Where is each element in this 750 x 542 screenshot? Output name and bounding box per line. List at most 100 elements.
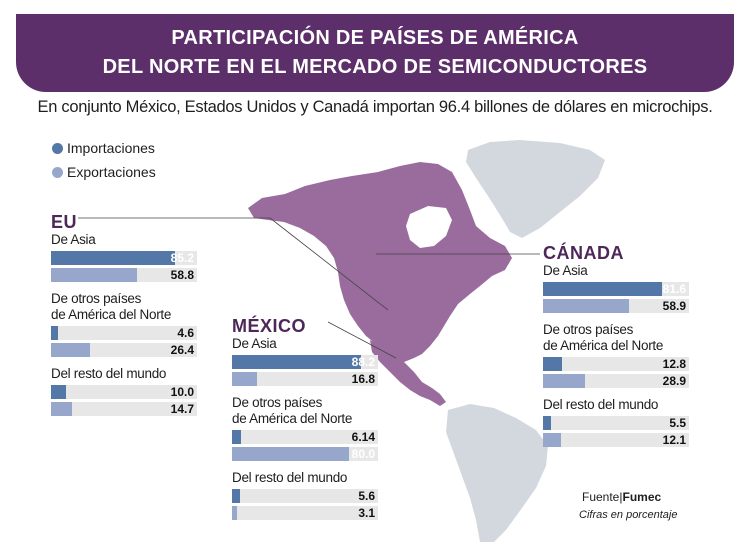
bar-fill-export <box>232 506 237 520</box>
bar-export: 14.7 <box>51 402 197 416</box>
bar-fill-import <box>543 416 552 430</box>
bar-fill-export <box>543 433 561 447</box>
bar-fill-export <box>51 402 73 416</box>
bar-import: 85.2 <box>51 251 197 265</box>
bar-fill-export <box>51 343 90 357</box>
bar-value: 12.1 <box>662 433 686 447</box>
source-name: Fumec <box>622 490 662 504</box>
category-label: De otros países <box>543 322 634 337</box>
bar-value: 10.0 <box>170 385 194 399</box>
bar-import: 5.6 <box>232 489 378 503</box>
units-note: Cifras en porcentaje <box>579 509 678 521</box>
panel-eu: EU De Asia 85.2 58.8 De otros países de … <box>51 212 197 419</box>
bar-fill-import <box>51 251 176 265</box>
source-prefix: Fuente <box>582 490 620 504</box>
legend: Importaciones Exportaciones <box>52 136 156 184</box>
bar-fill-import <box>232 430 241 444</box>
group-asia: De Asia 81.6 58.9 <box>543 263 689 313</box>
bar-export: 28.9 <box>543 374 689 388</box>
legend-item-exportaciones: Exportaciones <box>52 160 156 184</box>
bar-fill-export <box>232 447 349 461</box>
category-label: De otros países <box>232 395 323 410</box>
legend-label-exportaciones: Exportaciones <box>67 164 156 180</box>
category-label: De Asia <box>232 336 277 351</box>
group-rest-of-world: Del resto del mundo 5.5 12.1 <box>543 397 689 447</box>
mexico-shape <box>370 340 446 406</box>
bar-value: 28.9 <box>662 374 686 388</box>
group-asia: De Asia 85.2 58.8 <box>51 232 197 282</box>
category-label: de América del Norte <box>543 338 664 353</box>
bar-import: 10.0 <box>51 385 197 399</box>
group-asia: De Asia 88.2 16.8 <box>232 336 378 386</box>
bar-value: 12.8 <box>662 357 686 371</box>
south-america-shape <box>446 404 548 542</box>
subtitle: En conjunto México, Estados Unidos y Can… <box>37 98 713 116</box>
bar-fill-export <box>543 374 586 388</box>
category-label: De Asia <box>51 232 96 247</box>
bar-fill-import <box>543 357 562 371</box>
bar-value: 3.1 <box>358 506 375 520</box>
category-label: Del resto del mundo <box>543 397 659 412</box>
group-north-america: De otros países de América del Norte 12.… <box>543 322 689 388</box>
panel-mexico: MÉXICO De Asia 88.2 16.8 De otros países… <box>232 316 378 523</box>
group-rest-of-world: Del resto del mundo 5.6 3.1 <box>232 470 378 520</box>
bar-import: 88.2 <box>232 355 378 369</box>
bar-value: 58.8 <box>170 268 194 282</box>
country-name: EU <box>51 212 78 232</box>
legend-dot-importaciones <box>52 142 63 154</box>
country-name: MÉXICO <box>232 316 307 336</box>
bar-value: 4.6 <box>177 326 194 340</box>
bar-export: 58.9 <box>543 299 689 313</box>
category-label: de América del Norte <box>51 307 172 322</box>
bar-value: 88.2 <box>351 355 375 369</box>
bar-import: 12.8 <box>543 357 689 371</box>
bar-export: 3.1 <box>232 506 378 520</box>
bar-import: 4.6 <box>51 326 197 340</box>
bar-import: 81.6 <box>543 282 689 296</box>
title-line-2: DEL NORTE EN EL MERCADO DE SEMICONDUCTOR… <box>102 56 648 78</box>
bar-value: 85.2 <box>170 251 194 265</box>
panel-canada: CÁNADA De Asia 81.6 58.9 De otros países… <box>543 243 689 450</box>
category-label: Del resto del mundo <box>232 470 348 485</box>
bar-import: 5.5 <box>543 416 689 430</box>
bar-fill-import <box>51 385 66 399</box>
bar-fill-import <box>232 489 241 503</box>
source-credit: Fuente|Fumec <box>582 490 662 504</box>
hudson-bay-shape <box>406 206 452 248</box>
bar-value: 5.5 <box>669 416 686 430</box>
group-north-america: De otros países de América del Norte 4.6… <box>51 291 197 357</box>
bar-export: 58.8 <box>51 268 197 282</box>
bar-fill-import <box>232 355 361 369</box>
mexico-pointer-line <box>327 321 397 359</box>
category-label: De otros países <box>51 291 142 306</box>
greenland-shape <box>466 140 605 238</box>
bar-value: 58.9 <box>662 299 686 313</box>
legend-dot-exportaciones <box>52 166 63 178</box>
legend-item-importaciones: Importaciones <box>52 136 156 160</box>
bar-fill-export <box>51 268 137 282</box>
bar-value: 16.8 <box>351 372 375 386</box>
bar-fill-import <box>51 326 58 340</box>
bar-fill-export <box>543 299 629 313</box>
group-rest-of-world: Del resto del mundo 10.0 14.7 <box>51 366 197 416</box>
bar-fill-export <box>232 372 257 386</box>
bar-value: 80.0 <box>351 447 375 461</box>
bar-value: 26.4 <box>170 343 194 357</box>
group-north-america: De otros países de América del Norte 6.1… <box>232 395 378 461</box>
legend-label-importaciones: Importaciones <box>67 140 155 156</box>
bar-export: 80.0 <box>232 447 378 461</box>
country-name: CÁNADA <box>543 243 624 263</box>
category-label: de América del Norte <box>232 411 353 426</box>
bar-value: 14.7 <box>170 402 194 416</box>
bar-import: 6.14 <box>232 430 378 444</box>
category-label: Del resto del mundo <box>51 366 167 381</box>
eu-pointer-line-diagonal <box>269 217 389 311</box>
bar-fill-import <box>543 282 663 296</box>
bar-value: 6.14 <box>351 430 375 444</box>
title-line-1: PARTICIPACIÓN DE PAÍSES DE AMÉRICA <box>171 27 579 49</box>
bar-value: 5.6 <box>358 489 375 503</box>
bar-value: 81.6 <box>662 282 686 296</box>
title-banner: PARTICIPACIÓN DE PAÍSES DE AMÉRICA DEL N… <box>16 14 734 92</box>
bar-export: 26.4 <box>51 343 197 357</box>
